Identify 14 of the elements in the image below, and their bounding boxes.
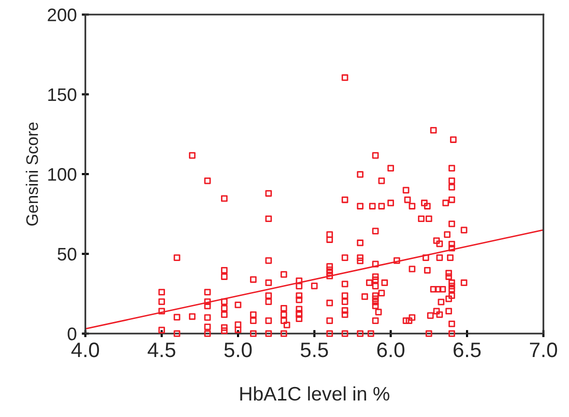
x-axis-title: HbA1C level in % xyxy=(240,386,390,401)
y-tick-label: 100 xyxy=(48,168,76,181)
y-tick-label: 50 xyxy=(58,248,76,261)
x-tick-label: 4.0 xyxy=(71,342,100,358)
x-tick-label: 7.0 xyxy=(530,342,558,358)
x-tick-label: 6.0 xyxy=(377,342,404,358)
x-tick-label: 4.5 xyxy=(148,342,176,358)
y-tick-label: 200 xyxy=(48,8,76,22)
x-tick-label: 5.5 xyxy=(300,342,328,358)
x-tick-label: 5.0 xyxy=(224,342,252,358)
y-tick-label: 0 xyxy=(68,328,76,340)
x-tick-label: 6.5 xyxy=(454,342,481,358)
y-tick-label: 150 xyxy=(48,88,76,102)
y-axis-title: Gensini Score xyxy=(26,122,38,226)
